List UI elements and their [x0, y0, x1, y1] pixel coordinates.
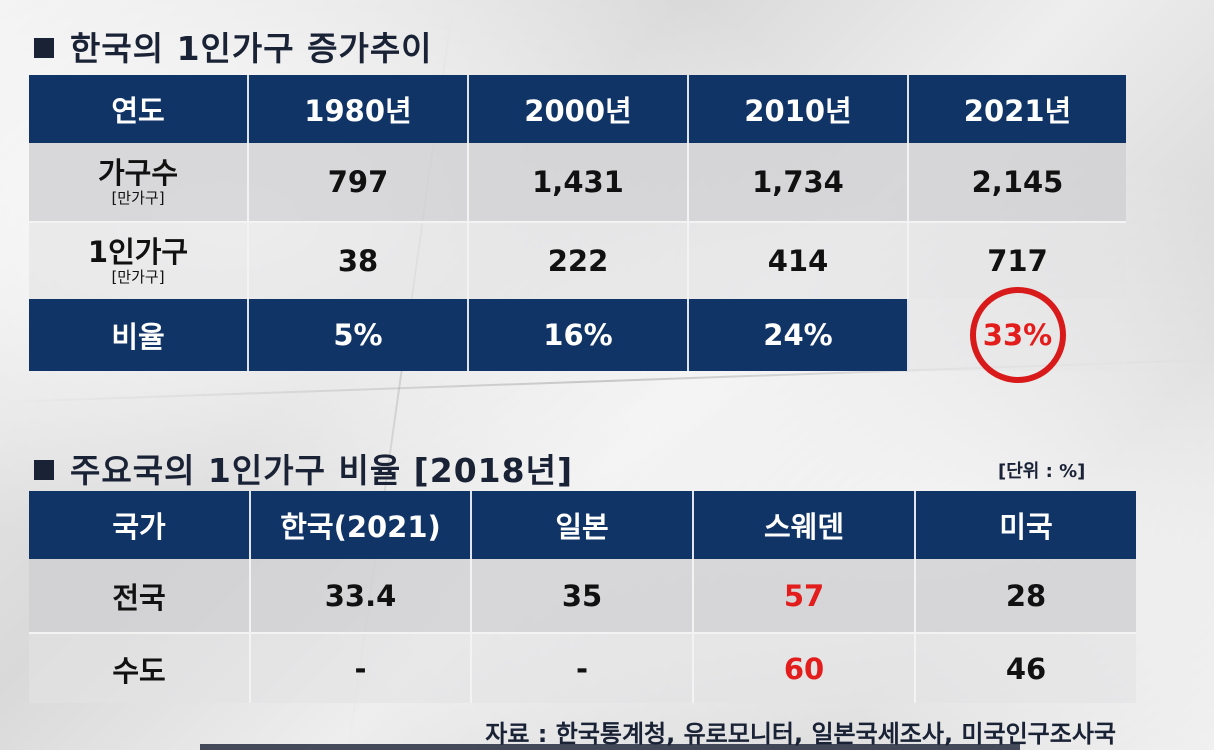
table-cell: 1,431: [467, 143, 687, 221]
table-cell: 24%: [687, 299, 907, 371]
table-cell: 2,145: [907, 143, 1126, 221]
household-trend-table: 연도 1980년 2000년 2010년 2021년 가구수 [만가구] 797…: [29, 75, 1126, 383]
row-label: 1인가구 [만가구]: [29, 221, 247, 299]
square-bullet-icon: [34, 459, 54, 480]
table-row-national: 전국 33.4 35 57 28: [29, 559, 1136, 632]
table-cell: 28: [914, 559, 1136, 632]
source-note: 자료 : 한국통계청, 유로모니터, 일본국세조사, 미국인구조사국: [485, 720, 1116, 748]
header-cell: 연도: [29, 75, 247, 143]
header-cell: 2010년: [687, 75, 907, 143]
table-cell: 414: [687, 221, 907, 299]
header-cell: 미국: [914, 491, 1136, 559]
row-label: 전국: [29, 559, 249, 632]
table-cell: 33.4: [249, 559, 470, 632]
highlight-circle: [969, 287, 1066, 383]
table-row-ratio: 비율 5% 16% 24% 33%: [29, 287, 1126, 383]
table-cell: 35: [470, 559, 692, 632]
table-cell: 222: [467, 221, 687, 299]
header-cell: 국가: [29, 491, 249, 559]
table-cell: 57: [692, 559, 914, 632]
country-ratio-table: 국가 한국(2021) 일본 스웨덴 미국 전국 33.4 35 57 28 수…: [29, 491, 1136, 703]
row-label: 가구수 [만가구]: [29, 143, 247, 221]
highlighted-cell: 33%: [907, 287, 1126, 383]
bottom-bar: [200, 744, 1020, 750]
header-cell: 스웨덴: [692, 491, 914, 559]
table-cell: 717: [907, 221, 1126, 299]
row-label: 비율: [29, 299, 247, 371]
table-header-row: 국가 한국(2021) 일본 스웨덴 미국: [29, 491, 1136, 559]
row-label: 수도: [29, 632, 249, 703]
table-row-single: 1인가구 [만가구] 38 222 414 717: [29, 221, 1126, 299]
table-cell: 797: [247, 143, 467, 221]
table-cell: -: [470, 632, 692, 703]
square-bullet-icon: [34, 37, 54, 58]
header-cell: 한국(2021): [249, 491, 470, 559]
section2-title: 주요국의 1인가구 비율 [2018년]: [34, 444, 573, 492]
section1-title: 한국의 1인가구 증가추이: [34, 22, 433, 70]
table-row-households: 가구수 [만가구] 797 1,431 1,734 2,145: [29, 143, 1126, 221]
header-cell: 일본: [470, 491, 692, 559]
highlighted-value: 33%: [982, 318, 1053, 352]
table-cell: -: [249, 632, 470, 703]
table-cell: 16%: [467, 299, 687, 371]
unit-label: [단위 : %]: [998, 461, 1086, 482]
table-cell: 60: [692, 632, 914, 703]
header-cell: 2021년: [907, 75, 1126, 143]
header-cell: 1980년: [247, 75, 467, 143]
table-cell: 1,734: [687, 143, 907, 221]
table-header-row: 연도 1980년 2000년 2010년 2021년: [29, 75, 1126, 143]
table-cell: 46: [914, 632, 1136, 703]
header-cell: 2000년: [467, 75, 687, 143]
table-row-capital: 수도 - - 60 46: [29, 632, 1136, 703]
table-cell: 38: [247, 221, 467, 299]
table-cell: 5%: [247, 299, 467, 371]
